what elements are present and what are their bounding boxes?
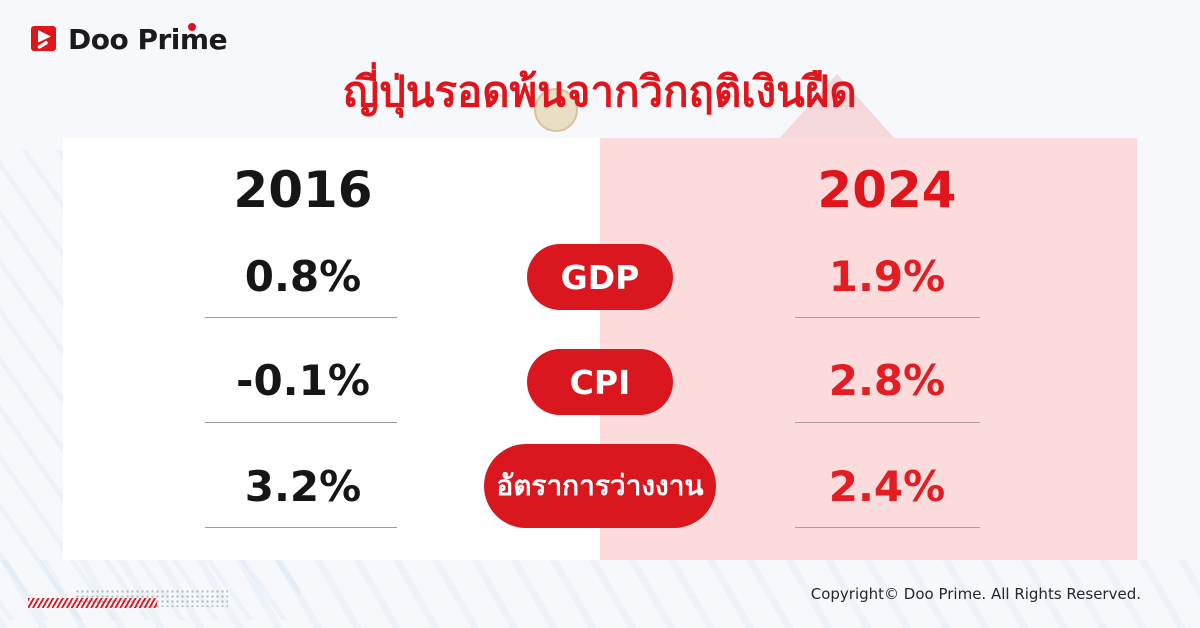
gdp-2016-value: 0.8% — [244, 252, 362, 301]
copyright-text: Copyright© Doo Prime. All Rights Reserve… — [810, 585, 1141, 603]
year-header-2016: 2016 — [233, 161, 373, 219]
cpi-2016-value: -0.1% — [236, 356, 370, 405]
footer-stripe-pattern — [28, 598, 157, 608]
divider-line — [795, 317, 980, 318]
year-header-2024: 2024 — [817, 161, 957, 219]
page-title: ญี่ปุ่นรอดพ้นจากวิกฤติเงินฝืด — [343, 67, 857, 116]
divider-line — [795, 422, 980, 423]
divider-line — [205, 422, 397, 423]
faint-coin-graphic — [534, 88, 578, 132]
cpi-badge: CPI — [527, 349, 673, 415]
unemployment-badge: อัตราการว่างงาน — [484, 444, 716, 528]
comparison-card: 2016 2024 0.8% GDP 1.9% -0.1% CPI 2.8% 3… — [63, 138, 1137, 560]
logo-i-dot — [188, 23, 196, 31]
doo-prime-logo-text: Doo Prime — [68, 23, 228, 56]
gdp-badge: GDP — [527, 244, 673, 310]
divider-line — [205, 527, 397, 528]
unemployment-2016-value: 3.2% — [244, 462, 362, 511]
cpi-2024-value: 2.8% — [828, 356, 946, 405]
divider-line — [205, 317, 397, 318]
gdp-2024-value: 1.9% — [828, 252, 946, 301]
divider-line — [795, 527, 980, 528]
doo-prime-logo: Doo Prime — [31, 23, 228, 56]
doo-prime-logo-icon — [31, 26, 57, 52]
unemployment-2024-value: 2.4% — [828, 462, 946, 511]
